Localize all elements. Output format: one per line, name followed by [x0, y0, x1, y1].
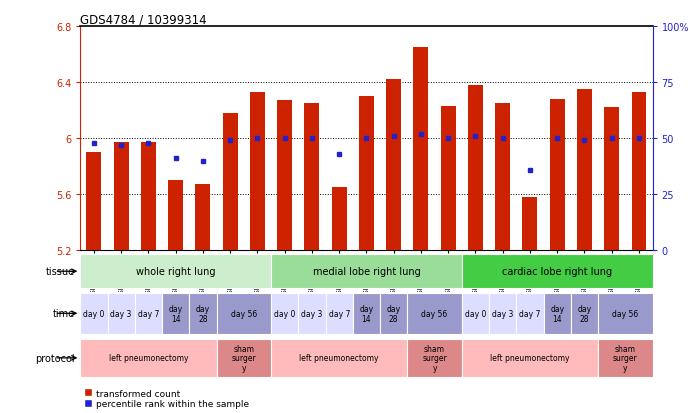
Text: day
14: day 14 [550, 304, 564, 323]
Bar [87, 153, 101, 251]
Bar [489, 293, 517, 334]
Text: day 7: day 7 [329, 309, 350, 318]
Bar [496, 104, 510, 251]
Bar [271, 339, 408, 377]
Text: sham
surger
y: sham surger y [232, 344, 256, 372]
Bar [298, 293, 325, 334]
Bar [168, 181, 183, 251]
Bar [141, 143, 156, 251]
Bar [80, 293, 107, 334]
Bar [189, 293, 216, 334]
Text: day
14: day 14 [169, 304, 183, 323]
Text: day 56: day 56 [612, 309, 639, 318]
Bar [380, 293, 408, 334]
Bar [544, 293, 571, 334]
Bar [195, 185, 210, 251]
Bar [462, 293, 489, 334]
Bar [135, 293, 162, 334]
Text: GDS4784 / 10399314: GDS4784 / 10399314 [80, 14, 207, 27]
Bar [325, 293, 352, 334]
Bar [408, 339, 462, 377]
Text: medial lobe right lung: medial lobe right lung [313, 266, 420, 277]
Text: day
28: day 28 [387, 304, 401, 323]
Bar [598, 339, 653, 377]
Text: cardiac lobe right lung: cardiac lobe right lung [502, 266, 612, 277]
Text: day 7: day 7 [138, 309, 159, 318]
Text: sham
surger
y: sham surger y [422, 344, 447, 372]
Bar [250, 93, 265, 251]
Text: day 0: day 0 [274, 309, 295, 318]
Bar [598, 293, 653, 334]
Text: whole right lung: whole right lung [136, 266, 216, 277]
Bar [462, 339, 598, 377]
Bar [468, 85, 483, 251]
Text: day 56: day 56 [230, 309, 257, 318]
Bar [332, 188, 347, 251]
Bar [517, 293, 544, 334]
Text: left pneumonectomy: left pneumonectomy [109, 354, 188, 363]
Text: day
28: day 28 [577, 304, 591, 323]
Text: time: time [52, 309, 75, 318]
Text: tissue: tissue [45, 266, 75, 277]
Bar [223, 114, 237, 251]
Bar [632, 93, 646, 251]
Bar [277, 101, 292, 251]
Bar [304, 104, 320, 251]
Text: protocol: protocol [35, 353, 75, 363]
Text: day 3: day 3 [492, 309, 514, 318]
Bar [216, 293, 271, 334]
Bar [352, 293, 380, 334]
Text: day 7: day 7 [519, 309, 541, 318]
Bar [577, 90, 592, 251]
Bar [604, 108, 619, 251]
Bar [523, 197, 537, 251]
Bar [550, 100, 565, 251]
Text: left pneumonectomy: left pneumonectomy [490, 354, 570, 363]
Text: day
14: day 14 [359, 304, 373, 323]
Text: left pneumonectomy: left pneumonectomy [299, 354, 379, 363]
Bar [271, 255, 462, 288]
Text: day
28: day 28 [196, 304, 210, 323]
Bar [413, 48, 429, 251]
Bar [571, 293, 598, 334]
Text: day 3: day 3 [302, 309, 322, 318]
Bar [386, 80, 401, 251]
Text: day 56: day 56 [422, 309, 447, 318]
Text: day 0: day 0 [465, 309, 487, 318]
Text: sham
surger
y: sham surger y [613, 344, 638, 372]
Bar [162, 293, 189, 334]
Bar [114, 143, 128, 251]
Bar [216, 339, 271, 377]
Bar [80, 255, 271, 288]
Bar [359, 97, 374, 251]
Bar [271, 293, 298, 334]
Legend: transformed count, percentile rank within the sample: transformed count, percentile rank withi… [84, 389, 248, 408]
Text: day 3: day 3 [110, 309, 132, 318]
Bar [107, 293, 135, 334]
Bar [408, 293, 462, 334]
Bar [462, 255, 653, 288]
Text: day 0: day 0 [83, 309, 105, 318]
Bar [440, 107, 456, 251]
Bar [80, 339, 216, 377]
